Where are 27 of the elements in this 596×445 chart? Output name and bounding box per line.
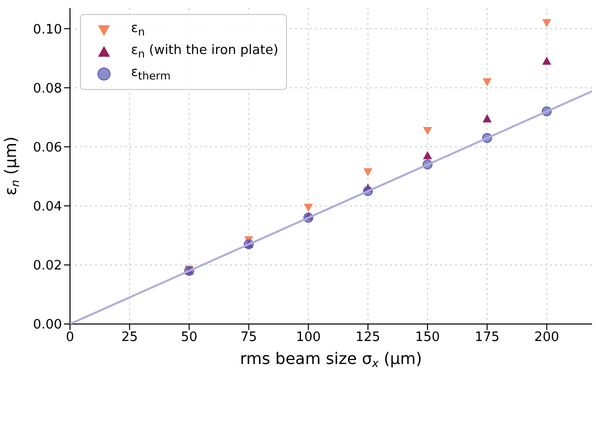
- legend-label: ε$_{n}$ (with the iron plate): [131, 43, 278, 61]
- point: [423, 151, 432, 160]
- x-tick-label: 25: [121, 330, 138, 346]
- y-tick-label: 0.08: [33, 81, 62, 96]
- point: [482, 114, 492, 122]
- y-tick-label: 0.04: [33, 199, 62, 214]
- point: [423, 126, 432, 136]
- x-tick-label: 0: [66, 330, 74, 346]
- x-tick-label: 125: [356, 330, 380, 346]
- y-tick-label: 0.00: [33, 318, 62, 333]
- legend-label: ε$_{therm}$: [131, 65, 171, 83]
- point: [542, 19, 552, 28]
- legend-label: ε$_{n}$: [131, 21, 145, 39]
- point: [304, 204, 313, 212]
- y-tick-label: 0.10: [33, 22, 62, 38]
- y-tick-label: 0.02: [33, 258, 62, 274]
- x-tick-label: 175: [474, 330, 500, 346]
- x-tick-label: 150: [415, 330, 440, 346]
- point: [542, 56, 552, 65]
- point: [363, 168, 372, 176]
- x-axis-title: rms beam size σ$_{x}$ (μm): [240, 349, 422, 370]
- point: [482, 78, 492, 86]
- y-tick-label: 0.06: [33, 140, 62, 156]
- x-tick-label: 50: [180, 330, 198, 346]
- x-tick-label: 75: [240, 330, 258, 346]
- x-tick-label: 100: [296, 330, 321, 346]
- x-tick-label: 200: [534, 330, 560, 346]
